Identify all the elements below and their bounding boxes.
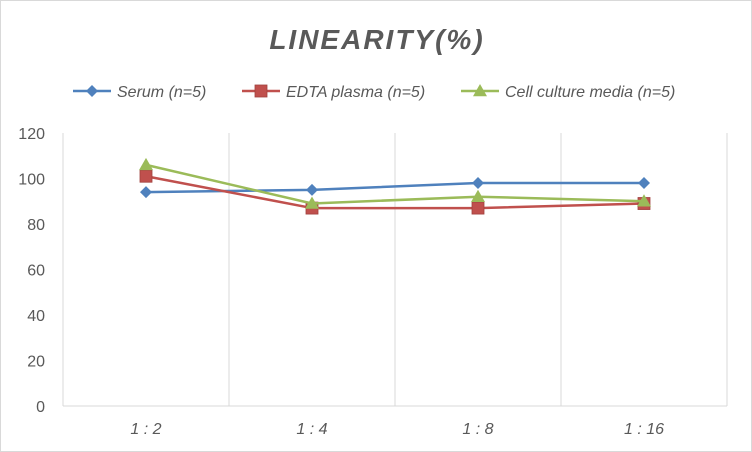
data-point (472, 177, 484, 190)
y-tick-label: 0 (36, 399, 45, 416)
legend-marker (86, 85, 98, 97)
y-tick-label: 80 (27, 217, 45, 234)
data-point (139, 169, 153, 183)
legend-label: Cell culture media (n=5) (505, 84, 675, 101)
y-tick-label: 120 (18, 126, 45, 143)
data-point (305, 196, 319, 209)
data-point (638, 177, 650, 190)
y-tick-label: 60 (27, 263, 45, 280)
legend-label: EDTA plasma (n=5) (286, 84, 425, 101)
legend: Serum (n=5) EDTA plasma (n=5) Cell culture… (73, 84, 675, 101)
data-point (306, 183, 318, 196)
y-tick-label: 100 (18, 172, 45, 189)
plot-area: 0 20 40 60 80 100 120 1 : 2 1 : 4 1 : 8 1 : 16 (18, 126, 728, 438)
x-tick-label: 1 : 8 (462, 421, 493, 438)
data-point (471, 189, 485, 202)
data-point (471, 201, 485, 215)
chart-title: LINEARITY(%) (269, 24, 484, 55)
y-tick-label: 40 (27, 308, 45, 325)
data-point (140, 186, 152, 199)
legend-label: Serum (n=5) (117, 84, 206, 101)
legend-marker (254, 84, 268, 98)
series-line (145, 163, 645, 205)
data-point (139, 157, 153, 171)
x-tick-label: 1 : 16 (624, 421, 664, 438)
y-tick-label: 20 (27, 354, 45, 371)
x-tick-label: 1 : 2 (130, 421, 161, 438)
x-tick-label: 1 : 4 (296, 421, 327, 438)
data-point (637, 194, 651, 207)
legend-marker (473, 84, 487, 97)
series-line (145, 174, 645, 210)
